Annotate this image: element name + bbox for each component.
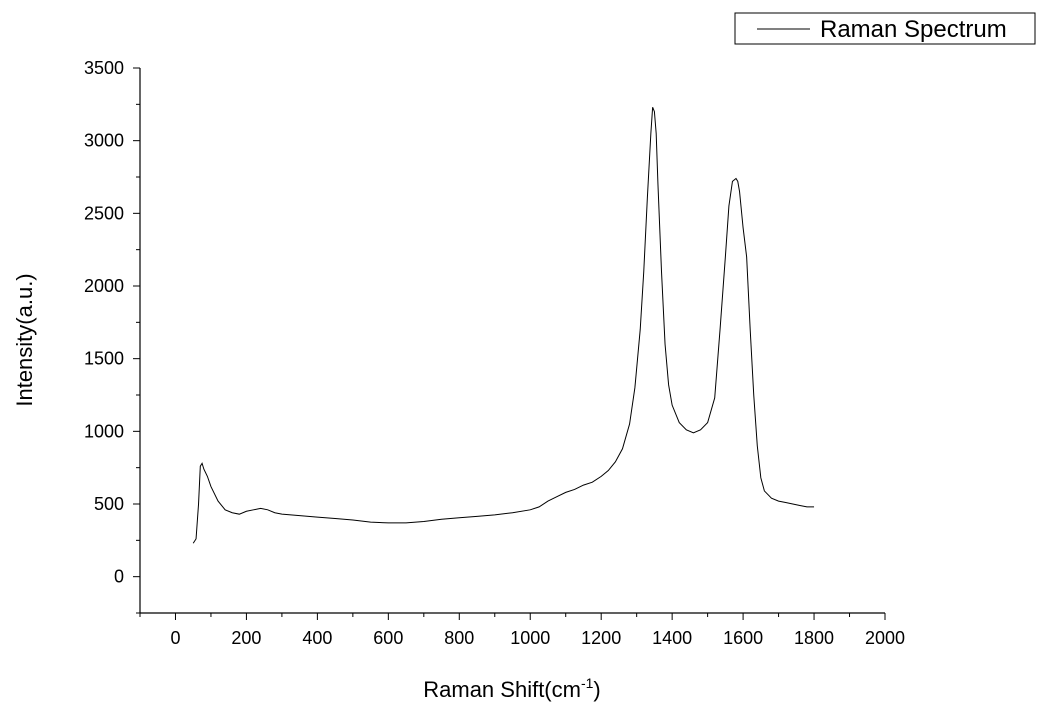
x-axis-title-main: Raman Shift(cm xyxy=(423,677,581,702)
x-ticks: 0 200 400 600 800 1000 1200 1400 1600 1800 2000 xyxy=(139,613,905,648)
x-axis-title-suffix: ) xyxy=(593,677,600,702)
y-axis-title: Intensity(a.u.) xyxy=(12,273,37,406)
x-tick-label: 0 xyxy=(170,628,180,648)
legend-label: Raman Spectrum xyxy=(820,16,1007,43)
y-tick-label: 0 xyxy=(114,567,124,587)
y-tick-label: 500 xyxy=(94,494,124,514)
x-axis-title: Raman Shift(cm-1) xyxy=(423,675,601,702)
x-tick-label: 1400 xyxy=(652,628,692,648)
x-tick-label: 1600 xyxy=(723,628,763,648)
y-tick-label: 2500 xyxy=(84,203,124,223)
x-tick-label: 1000 xyxy=(510,628,550,648)
legend: Raman Spectrum xyxy=(734,12,1036,45)
series-line-raman-spectrum xyxy=(192,107,815,544)
axes xyxy=(139,68,885,614)
x-tick-label: 400 xyxy=(302,628,332,648)
x-tick-label: 200 xyxy=(231,628,261,648)
y-tick-label: 2000 xyxy=(84,276,124,296)
y-tick-label: 3500 xyxy=(84,58,124,78)
x-axis-title-superscript: -1 xyxy=(581,675,594,691)
x-tick-label: 800 xyxy=(444,628,474,648)
y-tick-label: 1000 xyxy=(84,421,124,441)
y-tick-label: 3000 xyxy=(84,131,124,151)
x-tick-label: 2000 xyxy=(865,628,905,648)
plot-area xyxy=(140,68,885,613)
x-tick-label: 600 xyxy=(373,628,403,648)
y-ticks: 0 500 1000 1500 2000 2500 3000 3500 xyxy=(84,58,140,614)
y-tick-label: 1500 xyxy=(84,349,124,369)
x-tick-label: 1200 xyxy=(581,628,621,648)
x-tick-label: 1800 xyxy=(794,628,834,648)
